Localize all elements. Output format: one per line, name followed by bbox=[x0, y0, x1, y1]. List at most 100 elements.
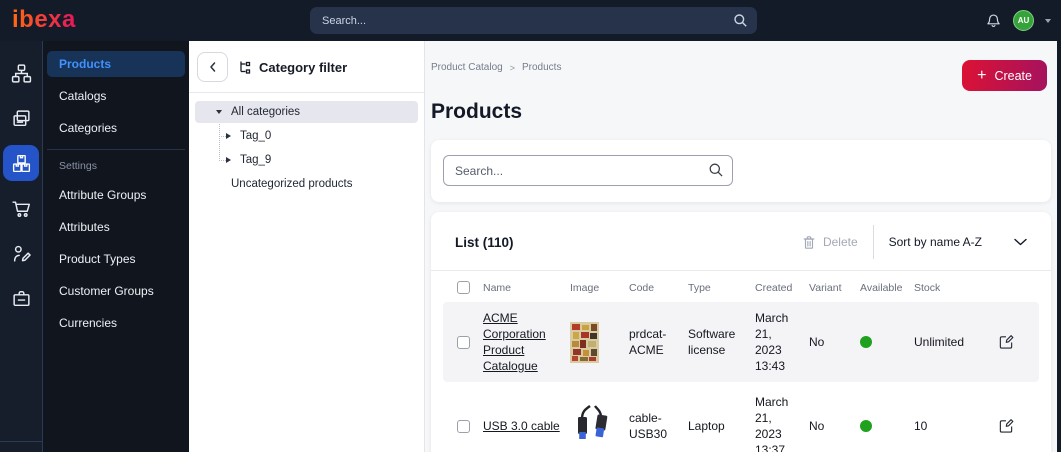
global-search-input[interactable] bbox=[310, 7, 757, 34]
column-image: Image bbox=[570, 281, 600, 294]
sidebar-item-customer-groups[interactable]: Customer Groups bbox=[59, 284, 154, 298]
product-list-card: List (110) Delete Sort by name A-Z bbox=[431, 212, 1051, 452]
search-icon bbox=[709, 163, 723, 177]
breadcrumb-products: Products bbox=[521, 62, 562, 73]
site-structure-icon[interactable] bbox=[3, 55, 39, 91]
column-code: Code bbox=[629, 281, 655, 294]
delete-button[interactable]: Delete bbox=[802, 235, 858, 250]
chevron-down-icon[interactable] bbox=[1045, 18, 1051, 23]
list-header: List (110) Delete Sort by name A-Z bbox=[431, 212, 1051, 271]
select-all-checkbox[interactable] bbox=[457, 281, 470, 294]
right-edge-strip bbox=[1057, 0, 1061, 452]
available-indicator bbox=[860, 336, 872, 348]
collapse-panel-button[interactable] bbox=[197, 52, 228, 82]
table-row[interactable]: ACME Corporation Product Catalogue bbox=[443, 302, 1039, 382]
sidebar-item-products[interactable]: Products bbox=[47, 51, 185, 77]
create-button[interactable]: + Create bbox=[962, 60, 1047, 91]
topbar-right: AU bbox=[985, 0, 1051, 41]
icon-rail bbox=[0, 41, 43, 452]
product-code: prdcat-ACME bbox=[629, 327, 667, 357]
available-indicator bbox=[860, 420, 872, 432]
sidebar-item-attributes[interactable]: Attributes bbox=[59, 220, 110, 234]
product-code: cable-USB30 bbox=[629, 411, 668, 441]
row-checkbox[interactable] bbox=[457, 335, 470, 349]
column-name: Name bbox=[483, 281, 512, 294]
breadcrumb-separator: > bbox=[509, 62, 515, 73]
trash-icon bbox=[803, 235, 815, 249]
cart-icon[interactable] bbox=[3, 190, 39, 226]
row-checkbox[interactable] bbox=[457, 419, 470, 433]
product-search-input[interactable] bbox=[443, 155, 733, 186]
plus-icon: + bbox=[977, 66, 987, 84]
tree-item-uncategorized[interactable]: Uncategorized products bbox=[231, 178, 353, 190]
tree-item-tag0[interactable]: Tag_0 bbox=[195, 125, 418, 147]
product-name-link[interactable]: USB 3.0 cable bbox=[483, 419, 560, 433]
header-divider bbox=[872, 225, 874, 259]
category-tree: All categories Tag_0 Tag_9 Uncategorized… bbox=[189, 93, 424, 195]
sort-dropdown[interactable]: Sort by name A-Z bbox=[889, 235, 1027, 249]
sidebar-section-label: Settings bbox=[59, 160, 97, 172]
tree-guide-line bbox=[219, 121, 220, 161]
chevron-down-icon bbox=[1014, 238, 1027, 246]
avatar[interactable]: AU bbox=[1013, 10, 1034, 31]
page-title: Products bbox=[431, 100, 523, 123]
sidebar-item-catalogs[interactable]: Catalogs bbox=[59, 89, 107, 103]
product-type: Software license bbox=[688, 327, 736, 357]
product-boxes-icon[interactable] bbox=[3, 145, 39, 181]
edit-button[interactable] bbox=[998, 418, 1014, 434]
caret-down-icon[interactable] bbox=[216, 110, 222, 114]
edit-button[interactable] bbox=[998, 334, 1014, 350]
column-type: Type bbox=[688, 281, 711, 294]
sidebar-divider bbox=[47, 149, 185, 150]
product-type: Laptop bbox=[688, 419, 725, 433]
created-date: March 21, 2023 13:37 bbox=[755, 395, 789, 452]
category-filter-panel: Category filter All categories Tag_0 Tag… bbox=[189, 41, 425, 452]
column-available: Available bbox=[860, 281, 903, 294]
ibexa-logo: ibexa bbox=[12, 6, 76, 33]
category-filter-header: Category filter bbox=[189, 41, 424, 92]
bell-icon[interactable] bbox=[985, 12, 1002, 30]
stock-value: Unlimited bbox=[914, 335, 965, 349]
column-stock: Stock bbox=[914, 281, 941, 294]
tree-item-tag9[interactable]: Tag_9 bbox=[195, 149, 418, 171]
catalog-collage-thumbnail bbox=[570, 321, 599, 363]
search-card bbox=[431, 140, 1051, 202]
sidebar: Products Catalogs Categories Settings At… bbox=[43, 41, 189, 452]
list-title: List (110) bbox=[455, 234, 514, 250]
breadcrumb: Product Catalog > Products bbox=[431, 62, 1051, 73]
variant-value: No bbox=[809, 419, 825, 433]
sidebar-item-currencies[interactable]: Currencies bbox=[59, 316, 118, 330]
sidebar-item-attribute-groups[interactable]: Attribute Groups bbox=[59, 188, 147, 202]
column-created: Created bbox=[755, 281, 793, 294]
chevron-left-icon bbox=[209, 62, 215, 72]
sidebar-item-product-types[interactable]: Product Types bbox=[59, 252, 136, 266]
edit-icon bbox=[999, 419, 1014, 433]
usb-cable-thumbnail bbox=[570, 403, 612, 449]
search-icon bbox=[734, 14, 747, 27]
product-search[interactable] bbox=[443, 155, 733, 186]
panel-divider bbox=[189, 92, 424, 93]
breadcrumb-product-catalog[interactable]: Product Catalog bbox=[431, 62, 503, 73]
topbar: ibexa AU bbox=[0, 0, 1061, 41]
variant-value: No bbox=[809, 335, 825, 349]
tree-item-all-categories[interactable]: All categories bbox=[195, 101, 418, 123]
sidebar-item-categories[interactable]: Categories bbox=[59, 121, 118, 135]
category-tree-icon bbox=[240, 61, 251, 74]
content-stack-icon[interactable] bbox=[3, 100, 39, 136]
main-content: Product Catalog > Products + Create Prod… bbox=[425, 41, 1057, 452]
caret-right-icon[interactable] bbox=[226, 133, 231, 139]
global-search[interactable] bbox=[310, 7, 757, 34]
product-table: Name Image Code Type Created Variant Ava… bbox=[431, 271, 1051, 452]
table-header-row: Name Image Code Type Created Variant Ava… bbox=[443, 271, 1039, 302]
column-variant: Variant bbox=[809, 281, 842, 294]
edit-icon bbox=[999, 335, 1014, 349]
list-header-actions: Delete Sort by name A-Z bbox=[802, 225, 1027, 259]
table-row[interactable]: USB 3.0 cable cable-USB30 bbox=[443, 386, 1039, 452]
created-date: March 21, 2023 13:43 bbox=[755, 311, 789, 373]
caret-right-icon[interactable] bbox=[226, 157, 231, 163]
product-name-link[interactable]: ACME Corporation Product Catalogue bbox=[483, 311, 546, 373]
customer-pencil-icon[interactable] bbox=[3, 235, 39, 271]
briefcase-icon[interactable] bbox=[3, 280, 39, 316]
stock-value: 10 bbox=[914, 419, 928, 433]
category-filter-title: Category filter bbox=[238, 60, 347, 75]
